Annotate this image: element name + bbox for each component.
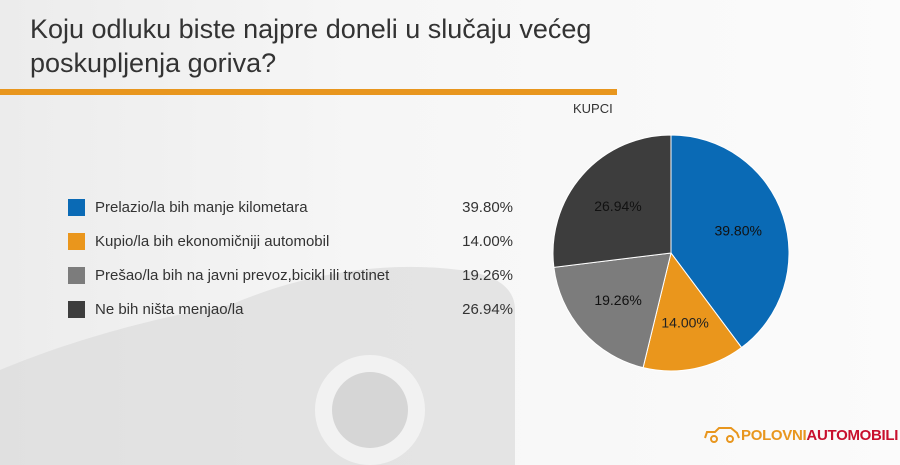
page-title: Koju odluku biste najpre doneli u slučaj… — [30, 14, 592, 78]
slice-data-label: 14.00% — [661, 314, 708, 330]
pie-chart: 39.80% 14.00% 19.26% 26.94% — [552, 134, 790, 372]
legend-swatch — [68, 266, 85, 284]
slice-data-label: 39.80% — [714, 223, 761, 239]
legend: Prelazio/la bih manje kilometara 39.80% K… — [68, 190, 513, 326]
pie-slice — [642, 251, 743, 372]
car-silhouette-watermark — [0, 266, 515, 465]
legend-label: Prešao/la bih na javni prevoz,bicikl ili… — [95, 266, 390, 284]
legend-swatch — [68, 300, 85, 318]
legend-item: Ne bih ništa menjao/la 26.94% — [68, 292, 513, 326]
legend-label: Kupio/la bih ekonomičniji automobil — [95, 232, 330, 250]
title-underline — [0, 89, 617, 95]
logo-part1: POLOVNI — [741, 426, 807, 444]
legend-value: 14.00% — [462, 232, 513, 250]
pie-slice — [552, 134, 672, 268]
pie-slice — [670, 134, 790, 349]
legend-label: Prelazio/la bih manje kilometara — [95, 198, 308, 216]
group-label: KUPCI — [573, 101, 613, 116]
legend-swatch — [68, 198, 85, 216]
legend-value: 19.26% — [462, 266, 513, 284]
slice-data-label: 19.26% — [594, 292, 641, 308]
logo: POLOVNI AUTOMOBILI — [703, 426, 898, 444]
logo-part2: AUTOMOBILI — [806, 426, 899, 444]
slice-data-label: 26.94% — [594, 198, 641, 214]
legend-value: 26.94% — [462, 300, 513, 318]
legend-swatch — [68, 232, 85, 250]
legend-value: 39.80% — [462, 198, 513, 216]
legend-item: Prelazio/la bih manje kilometara 39.80% — [68, 190, 513, 224]
legend-label: Ne bih ništa menjao/la — [95, 300, 244, 318]
pie-slice — [553, 252, 672, 369]
car-logo-icon — [704, 427, 740, 443]
legend-item: Prešao/la bih na javni prevoz,bicikl ili… — [68, 258, 513, 292]
legend-item: Kupio/la bih ekonomičniji automobil 14.00… — [68, 224, 513, 258]
